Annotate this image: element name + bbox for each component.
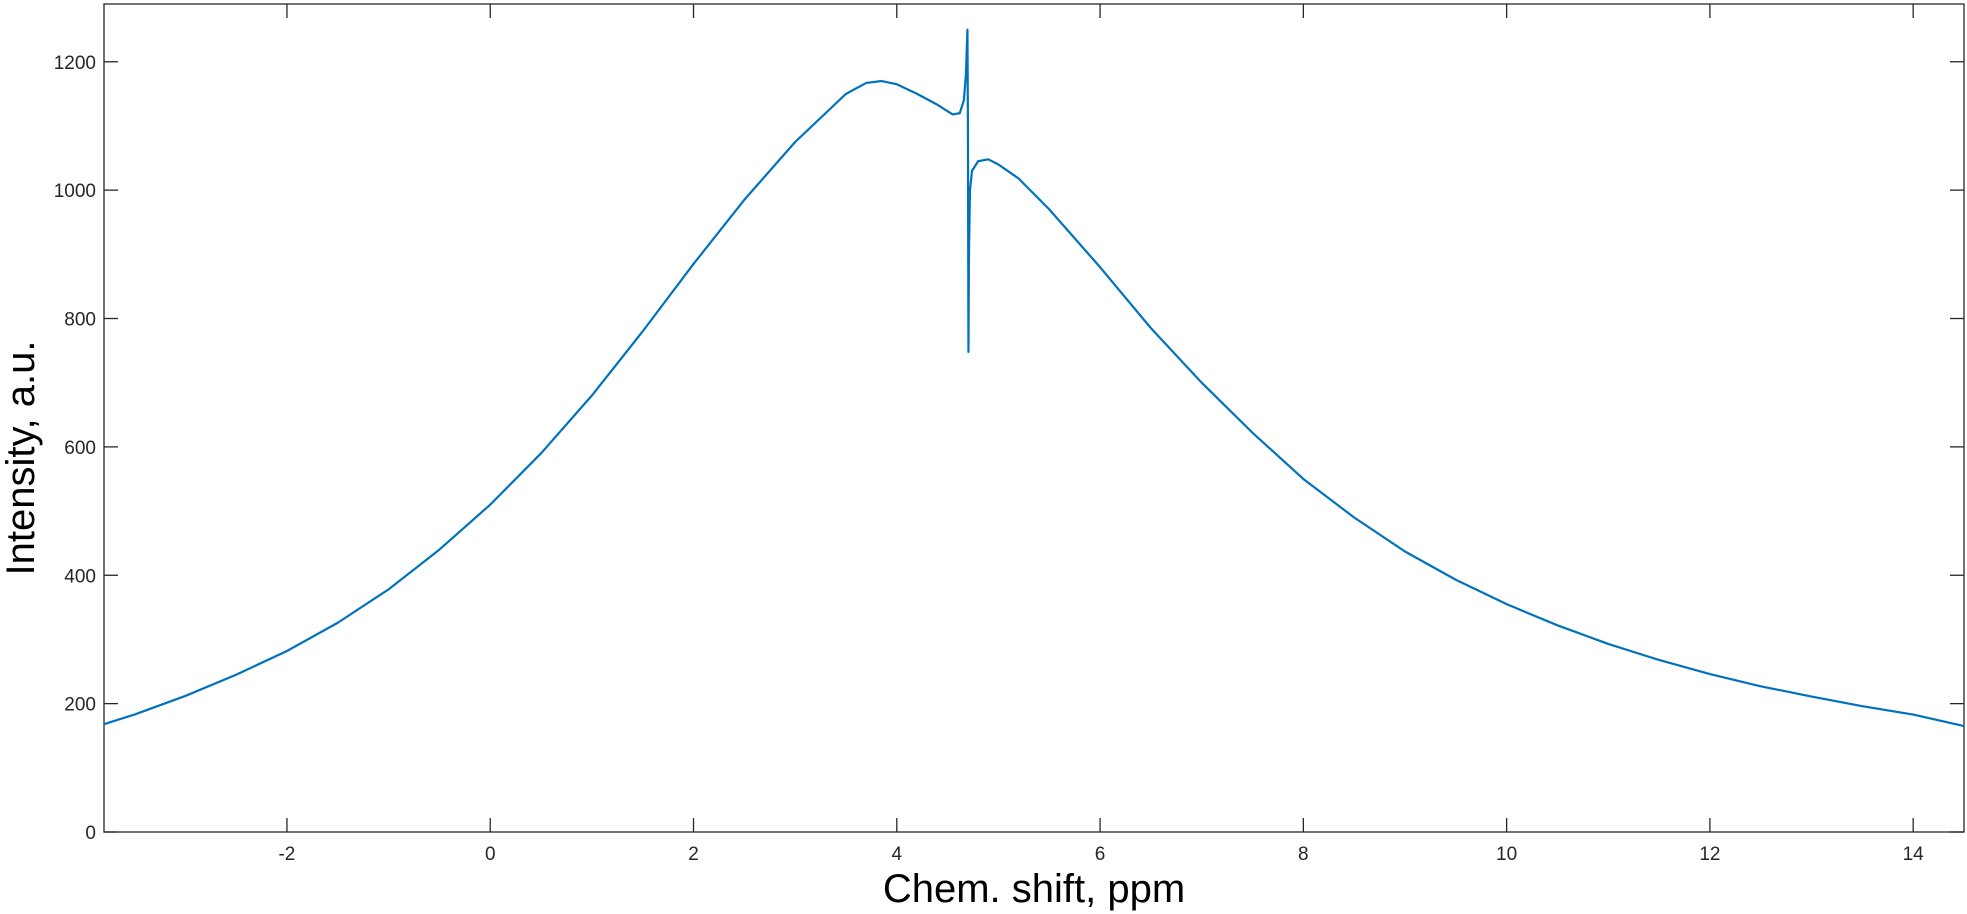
y-tick-label: 800 [64,310,96,331]
x-tick-label: 14 [1903,844,1925,865]
x-tick-label: 10 [1496,844,1517,865]
y-tick-label: 1200 [54,53,96,74]
plot-frame [103,3,1965,833]
y-tick-label: 600 [64,438,96,459]
x-tick-label: 6 [1095,844,1106,865]
x-tick-label: 2 [688,844,699,865]
x-tick-label: 4 [891,844,902,865]
y-axis: 0 200 400 600 800 1000 1200 [54,53,1964,844]
x-tick-label: 0 [485,844,496,865]
x-axis-title: Chem. shift, ppm [883,867,1185,911]
spectrum-line [103,28,1965,728]
y-tick-label: 1000 [54,181,96,202]
y-axis-title: Intensity, a.u. [0,341,43,576]
x-tick-label: 8 [1298,844,1309,865]
x-axis: -2 0 2 4 6 8 10 12 14 [278,4,1924,865]
y-tick-label: 0 [85,823,96,844]
x-tick-label: -2 [278,844,295,865]
y-tick-label: 400 [64,566,96,587]
x-tick-label: 12 [1699,844,1720,865]
plot-area-border [103,3,1965,833]
y-tick-label: 200 [64,695,96,716]
